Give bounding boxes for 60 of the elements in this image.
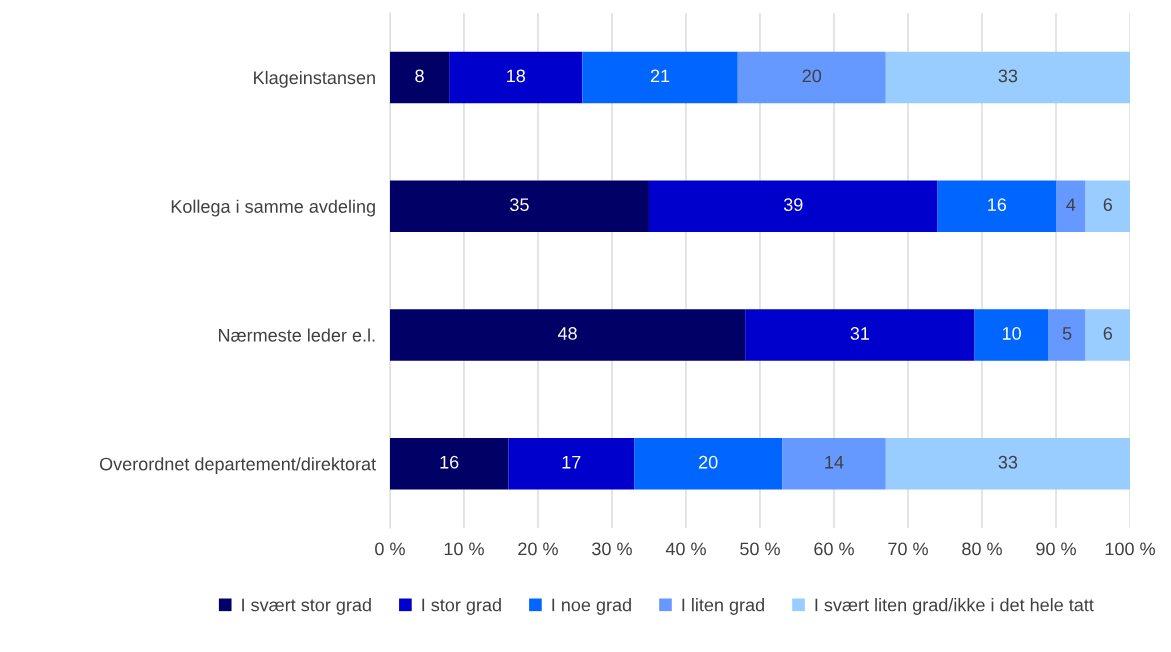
data-label: 39 — [783, 198, 803, 212]
bar — [1056, 180, 1086, 232]
x-tick-label: 40 % — [665, 542, 706, 556]
data-label: 5 — [1062, 327, 1072, 340]
data-label: 35 — [510, 198, 529, 212]
data-label: 10 — [1002, 327, 1021, 340]
legend-label: I stor grad — [422, 598, 501, 615]
data-label: 16 — [440, 455, 459, 469]
bar — [745, 309, 975, 361]
x-tick-label: 80 % — [962, 542, 1002, 556]
bar — [389, 309, 746, 361]
data-label: 33 — [998, 69, 1018, 83]
bar — [1085, 309, 1131, 361]
x-tick-label: 30 % — [592, 542, 632, 556]
bar — [389, 51, 450, 104]
bar — [389, 180, 649, 232]
legend-label: I liten grad — [682, 598, 764, 615]
y-tick-label: Overordnet departement/direktorat — [99, 457, 376, 475]
y-tick-label: Klageinstansen — [254, 70, 375, 88]
x-tick-label: 20 % — [518, 542, 558, 556]
bar — [974, 309, 1049, 361]
data-label: 6 — [1103, 198, 1113, 212]
data-label: 8 — [415, 69, 424, 83]
data-label: 17 — [562, 455, 581, 469]
bar — [582, 51, 738, 104]
data-label: 14 — [825, 455, 844, 469]
legend-label: I svært stor grad — [242, 598, 371, 615]
data-label: 21 — [650, 69, 670, 83]
data-label: 20 — [802, 69, 822, 83]
legend-label: I svært liten grad/ikke i det hele tatt — [815, 598, 1094, 615]
bar — [737, 51, 886, 104]
bar — [389, 437, 509, 490]
bar — [885, 437, 1131, 490]
bar — [508, 437, 635, 490]
x-tick-label: 50 % — [740, 542, 780, 556]
data-label: 4 — [1066, 198, 1076, 211]
bar — [648, 180, 938, 232]
bar — [885, 51, 1131, 104]
bar — [937, 180, 1057, 232]
data-label: 18 — [507, 69, 526, 83]
x-tick-label: 10 % — [444, 542, 484, 556]
data-label: 31 — [850, 327, 870, 340]
x-tick-label: 60 % — [814, 542, 854, 556]
legend-label: I noe grad — [552, 598, 631, 615]
bar — [449, 51, 583, 104]
x-tick-label: 0 % — [375, 542, 405, 556]
data-label: 20 — [699, 455, 718, 469]
x-tick-label: 70 % — [888, 542, 928, 556]
bar — [634, 437, 783, 490]
bar — [1048, 309, 1086, 361]
y-tick-label: Kollega i samme avdeling — [171, 199, 375, 217]
data-label: 48 — [557, 327, 577, 340]
bar — [782, 437, 886, 490]
y-tick-label: Nærmeste leder e.l. — [219, 328, 375, 342]
x-tick-label: 90 % — [1036, 542, 1076, 556]
data-label: 6 — [1103, 327, 1113, 340]
x-tick-label: 100 % — [1105, 542, 1155, 556]
bar — [1085, 180, 1131, 232]
data-label: 16 — [988, 198, 1007, 212]
data-label: 33 — [998, 455, 1018, 469]
